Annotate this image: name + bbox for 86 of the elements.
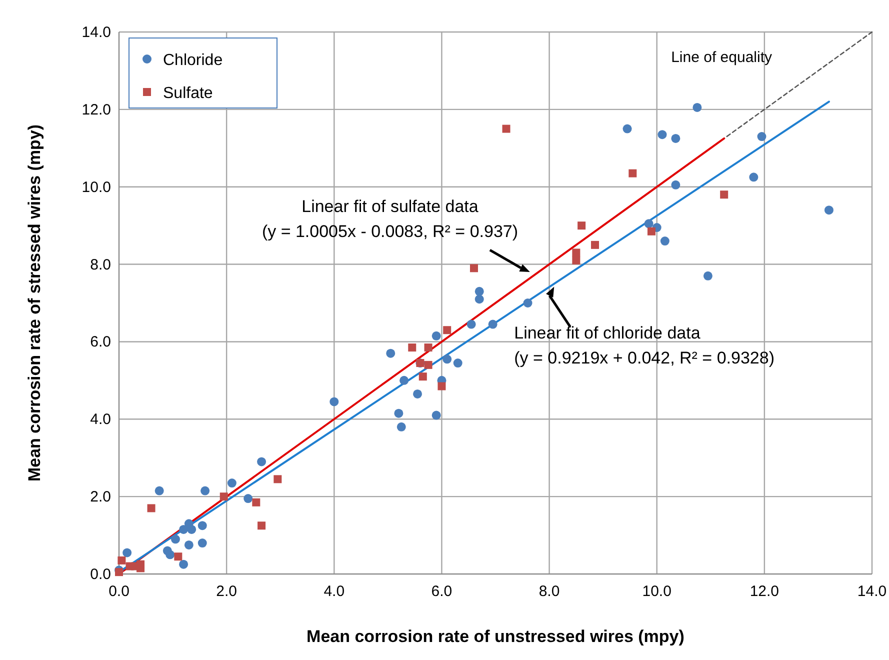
y-tick-label: 12.0: [82, 101, 111, 118]
y-tick-label: 10.0: [82, 178, 111, 196]
point: [692, 102, 702, 112]
point: [424, 360, 432, 369]
point: [474, 294, 484, 304]
point: [174, 552, 182, 561]
point: [187, 524, 196, 534]
point: [622, 124, 632, 134]
x-tick-label: 12.0: [750, 583, 780, 600]
point: [502, 124, 510, 133]
point: [244, 494, 253, 504]
point: [824, 206, 834, 215]
y-tick-label: 2.0: [90, 488, 111, 506]
point: [432, 410, 441, 420]
point: [578, 222, 586, 230]
point: [671, 134, 680, 143]
point: [671, 180, 680, 190]
x-tick-label: 14.0: [857, 583, 887, 600]
y-tick-label: 8.0: [90, 256, 111, 274]
point: [658, 130, 667, 140]
x-tick-label: 2.0: [216, 583, 237, 600]
legend-label: Sulfate: [163, 85, 213, 102]
point: [170, 534, 180, 544]
annotation: Linear fit of sulfate data (y = 1.0005x - 0.0083, R² = 0.937): [262, 197, 518, 241]
point: [749, 172, 758, 182]
x-tick-label: 0.0: [108, 583, 130, 600]
point: [274, 475, 282, 484]
point: [572, 256, 580, 264]
y-axis-title: Mean corrosion rate of stressed wires (mpy): [25, 124, 44, 482]
point: [227, 478, 236, 488]
point: [198, 538, 207, 548]
point: [418, 372, 427, 381]
point: [628, 169, 637, 178]
point: [442, 354, 452, 364]
point: [396, 422, 406, 432]
point: [757, 132, 766, 142]
text: Line of equality: [671, 49, 772, 66]
point: [591, 240, 600, 249]
point: [147, 504, 156, 512]
point: [258, 522, 266, 530]
point: [408, 344, 416, 352]
point: [720, 190, 728, 199]
point: [115, 568, 123, 576]
point: [413, 389, 422, 398]
point: [122, 548, 132, 558]
point: [466, 320, 476, 329]
x-axis-title: Mean corrosion rate of unstressed wires (mpy): [306, 627, 684, 646]
point: [488, 320, 498, 329]
point: [703, 271, 712, 280]
y-tick-label: 14.0: [82, 24, 111, 41]
x-tick-label: 10.0: [642, 583, 672, 600]
point: [198, 521, 207, 530]
point: [453, 358, 462, 368]
point: [118, 556, 126, 564]
x-tick-label: 6.0: [431, 583, 452, 600]
point: [330, 397, 339, 406]
point: [200, 486, 210, 496]
point: [252, 498, 260, 506]
x-tick-label: 4.0: [324, 583, 345, 600]
point: [179, 560, 188, 569]
point: [394, 408, 404, 418]
point: [474, 286, 484, 296]
legend-label: Chloride: [163, 52, 223, 69]
point: [644, 219, 654, 228]
point: [572, 248, 580, 257]
point: [523, 298, 532, 308]
annotation: Linear fit of chloride data (y = 0.9219x + 0.042, R² = 0.9328): [514, 324, 774, 368]
point: [386, 348, 396, 358]
point: [470, 264, 478, 272]
point: [184, 540, 194, 550]
point: [432, 331, 441, 340]
y-tick-label: 0.0: [90, 566, 111, 583]
x-tick-label: 8.0: [538, 583, 560, 600]
y-tick-label: 4.0: [90, 411, 111, 428]
point: [647, 227, 656, 236]
point: [257, 457, 266, 466]
point: [438, 382, 446, 390]
point: [220, 492, 228, 501]
point: [443, 326, 452, 334]
point: [400, 376, 409, 385]
point: [166, 550, 175, 560]
point: [179, 524, 188, 534]
y-tick-label: 6.0: [90, 334, 111, 351]
point: [424, 344, 432, 352]
point: [660, 236, 670, 246]
point: [154, 486, 164, 496]
